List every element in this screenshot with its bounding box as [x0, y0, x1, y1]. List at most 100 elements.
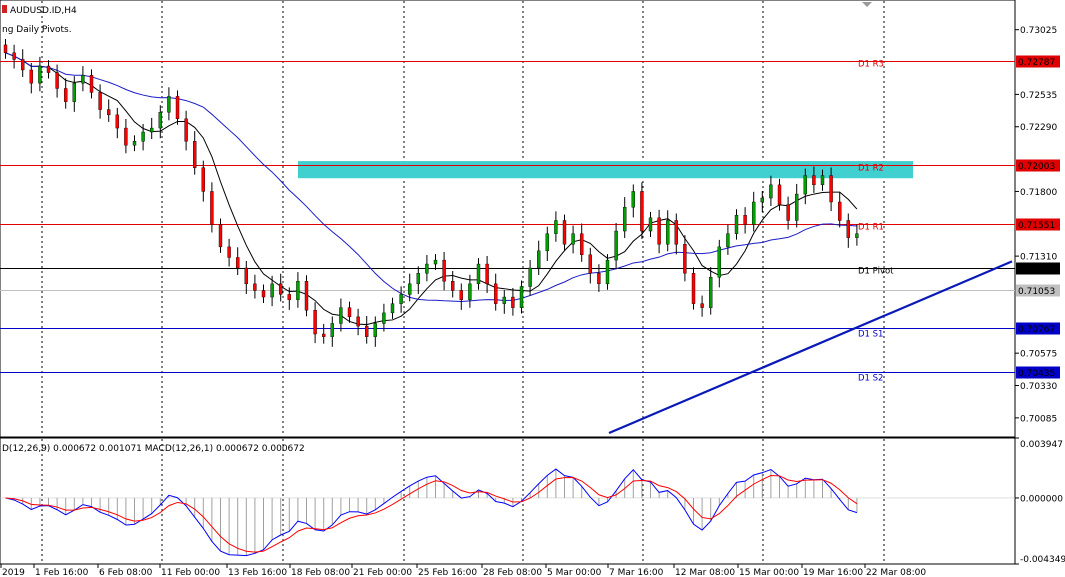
candlesticks: [3, 38, 859, 347]
price-tick-label: 0.70575: [1020, 350, 1057, 360]
candle-body: [468, 283, 472, 300]
time-tick-label: 28 Feb 08:00: [483, 568, 542, 577]
symbol-icon: [2, 5, 7, 13]
candle-body: [261, 290, 266, 298]
candle-body: [674, 220, 678, 245]
candle-body: [192, 141, 197, 168]
candle-body: [201, 167, 206, 192]
candle-body: [55, 72, 59, 89]
candle-body: [218, 224, 223, 248]
price-tick-label: 0.71800: [1020, 188, 1057, 198]
candle-body: [253, 283, 257, 291]
macd-tick-label: 0.000000: [1020, 494, 1063, 504]
candle-body: [700, 303, 704, 308]
time-tick-label: 6 Feb 08:00: [99, 568, 153, 577]
time-tick-label: 15 Mar 00:00: [739, 568, 799, 577]
macd-series: [0, 468, 1015, 557]
price-tick-label: 0.70085: [1020, 414, 1057, 424]
candle-body: [244, 267, 249, 285]
time-tick-label: 21 Feb 00:00: [353, 568, 412, 577]
price-tag: [1016, 55, 1060, 68]
main-plot-area[interactable]: [0, 0, 1016, 438]
candle-body: [210, 191, 214, 225]
time-tick-label: 1 Feb 16:00: [35, 568, 89, 577]
time-tick-label: 7 Mar 16:00: [609, 568, 664, 577]
candle-body: [425, 263, 429, 274]
candle-body: [571, 233, 575, 245]
candle-body: [98, 92, 102, 110]
candle-body: [691, 273, 696, 304]
candle-body: [106, 109, 111, 116]
price-tag: [1016, 262, 1060, 275]
time-tick-label: 22 Mar 08:00: [866, 568, 926, 577]
candle-body: [365, 325, 369, 337]
support-trendline: [608, 260, 1013, 435]
candle-body: [820, 175, 825, 186]
candle-body: [459, 290, 463, 300]
candle-body: [717, 246, 721, 278]
time-tick-label: 11 Feb 00:00: [161, 568, 220, 577]
price-tag-text: 0.70435: [1018, 369, 1055, 379]
candle-body: [545, 233, 549, 252]
candle-body: [554, 220, 558, 234]
candle-body: [399, 294, 403, 304]
candle-body: [149, 127, 154, 133]
candle-body: [769, 184, 773, 199]
moving-averages: [5, 52, 858, 326]
candle-body: [485, 263, 489, 285]
candle-body: [296, 281, 300, 300]
candle-body: [640, 191, 644, 232]
time-tick-label: 5 Mar 00:00: [547, 568, 602, 577]
candle-body: [89, 75, 94, 93]
candle-body: [442, 259, 446, 282]
price-tag: [1016, 366, 1060, 379]
candle-body: [855, 233, 859, 238]
candle-body: [141, 131, 145, 142]
candle-body: [390, 303, 395, 314]
time-tick-label: 25 Feb 16:00: [418, 568, 477, 577]
candle-body: [63, 88, 68, 102]
candle-body: [287, 294, 291, 300]
candle-body: [588, 254, 592, 274]
price-tag-text: 0.70767: [1018, 325, 1055, 335]
time-tick-label: 13 Feb 16:00: [228, 568, 287, 577]
macd-signal-line: [5, 475, 858, 553]
candle-body: [777, 184, 782, 205]
trendline[interactable]: [608, 260, 1013, 435]
candle-body: [511, 296, 515, 308]
resistance-zone-rect: [298, 161, 913, 179]
candle-body: [235, 257, 240, 269]
time-axis[interactable]: 2019 1 Feb 16:00 6 Feb 08:00 11 Feb 00:00 13…: [0, 564, 926, 577]
candle-body: [373, 323, 377, 337]
time-tick-label: 18 Feb 08:00: [291, 568, 350, 577]
candle-body: [846, 220, 850, 238]
candle-body: [433, 259, 438, 265]
indicator-name: ng Daily Pivots.: [2, 25, 72, 35]
candle-body: [657, 217, 661, 245]
candle-body: [29, 69, 33, 84]
candle-body: [158, 112, 163, 129]
candle-body: [382, 312, 386, 324]
candle-body: [734, 214, 739, 234]
candle-body: [743, 214, 747, 225]
price-tick-label: 0.73025: [1020, 26, 1057, 36]
candle-body: [416, 273, 420, 285]
candle-body: [537, 250, 541, 269]
price-tick-label: 0.70330: [1020, 382, 1057, 392]
time-tick-label: 19 Mar 16:00: [803, 568, 863, 577]
resistance-zone: [298, 161, 913, 179]
chart-shift-marker[interactable]: [862, 2, 872, 7]
pivot-label: D1 R3: [858, 60, 884, 70]
macd-plot-area[interactable]: [0, 437, 1016, 565]
candle-body: [631, 191, 635, 208]
macd-tick-label: 0.003947: [1020, 440, 1063, 450]
candle-body: [339, 307, 343, 324]
price-axis[interactable]: 0.72787 0.72003 0.71551 0.71219 0.70767 0.704…: [1015, 26, 1060, 424]
candle-body: [227, 246, 231, 258]
candle-body: [81, 75, 85, 84]
pivot-label: D1 Pivot: [858, 267, 894, 277]
candle-body: [313, 310, 317, 335]
candle-body: [184, 118, 188, 142]
candle-body: [46, 65, 51, 73]
